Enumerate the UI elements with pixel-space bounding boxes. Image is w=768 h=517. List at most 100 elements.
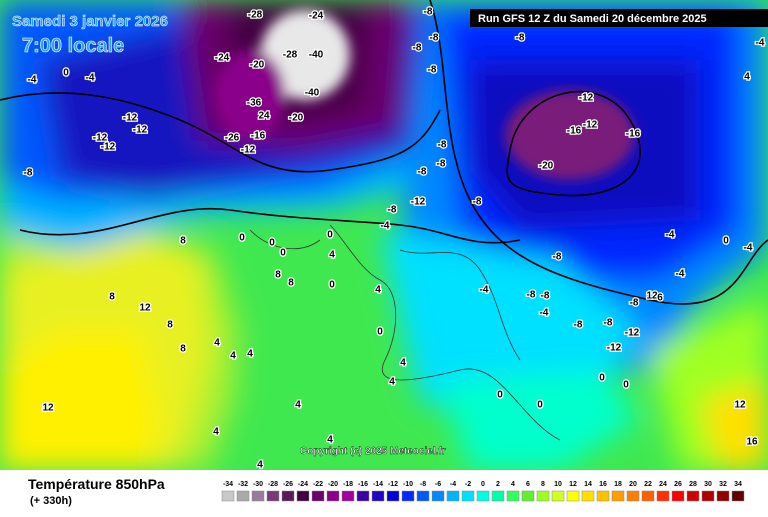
- legend-tick-label: 8: [541, 481, 545, 488]
- temperature-label: -8: [553, 252, 562, 263]
- legend-tick-label: -22: [313, 481, 323, 488]
- legend-tick-label: -4: [450, 481, 456, 488]
- temperature-label: 12: [139, 303, 151, 314]
- temperature-label: -8: [424, 7, 433, 18]
- legend-swatch: [476, 490, 490, 502]
- footer-title: Température 850hPa: [28, 476, 165, 492]
- temperature-label: -12: [625, 328, 640, 339]
- temperature-label: 8: [180, 344, 186, 355]
- legend-tick-label: -12: [388, 481, 398, 488]
- legend-swatch: [581, 490, 595, 502]
- legend-swatch: [671, 490, 685, 502]
- forecast-date: Samedi 3 janvier 2026: [12, 13, 168, 30]
- legend-tick-label: -14: [373, 481, 383, 488]
- legend-swatch: [266, 490, 280, 502]
- legend-tick-label: 20: [629, 481, 637, 488]
- legend-swatch: [701, 490, 715, 502]
- legend-swatch: [716, 490, 730, 502]
- legend-swatch: [416, 490, 430, 502]
- copyright: Copyright (c) 2025 Meteociel.fr: [300, 446, 446, 457]
- temperature-label: -12: [579, 93, 594, 104]
- temperature-label: -12: [411, 197, 426, 208]
- temperature-label: 0: [537, 400, 543, 411]
- legend-tick-label: 22: [644, 481, 652, 488]
- legend-tick-label: 24: [659, 481, 667, 488]
- legend-swatch: [611, 490, 625, 502]
- temperature-label: -8: [473, 197, 482, 208]
- temperature-label: 4: [295, 400, 301, 411]
- temperature-label: -4: [540, 308, 549, 319]
- temperature-label: 4: [257, 460, 263, 471]
- legend-swatch: [641, 490, 655, 502]
- legend-tick-label: 10: [554, 481, 562, 488]
- coastlines: [249, 224, 561, 441]
- legend-tick-label: -2: [465, 481, 471, 488]
- temperature-label: -16: [251, 131, 266, 142]
- legend-swatch: [221, 490, 235, 502]
- temperature-label: 4: [400, 358, 406, 369]
- temperature-label: 4: [214, 338, 220, 349]
- legend-tick-label: 6: [526, 481, 530, 488]
- temperature-label: 0: [497, 390, 503, 401]
- legend-swatch: [356, 490, 370, 502]
- footer-lead: (+ 330h): [30, 495, 72, 507]
- legend-tick-label: -10: [403, 481, 413, 488]
- temperature-label: -8: [574, 320, 583, 331]
- temperature-label: 8: [167, 320, 173, 331]
- temperature-label: 0: [280, 248, 286, 259]
- temperature-label: -16: [626, 129, 641, 140]
- legend-swatch: [551, 490, 565, 502]
- legend-tick-label: 4: [511, 481, 515, 488]
- legend-tick-label: 16: [599, 481, 607, 488]
- legend-tick-label: -30: [253, 481, 263, 488]
- legend-tick-label: 34: [734, 481, 742, 488]
- legend-swatch: [506, 490, 520, 502]
- legend-tick-label: -16: [358, 481, 368, 488]
- temperature-label: 8: [109, 292, 115, 303]
- temperature-label: 4: [247, 349, 253, 360]
- legend-swatch: [536, 490, 550, 502]
- temperature-label: -28: [283, 50, 298, 61]
- temperature-label: -26: [225, 133, 240, 144]
- forecast-time: 7:00 locale: [22, 35, 124, 57]
- temperature-label: -24: [215, 53, 230, 64]
- legend-swatch: [326, 490, 340, 502]
- temperature-label: -8: [630, 298, 639, 309]
- temperature-label: -4: [676, 269, 685, 280]
- temperature-label: -4: [28, 75, 37, 86]
- temperature-label: 8: [180, 236, 186, 247]
- temperature-label: 4: [327, 435, 333, 446]
- temperature-label: -8: [388, 205, 397, 216]
- temperature-label: 0: [327, 230, 333, 241]
- isotherms: [0, 0, 768, 305]
- temperature-label: 4: [744, 72, 750, 83]
- legend-tick-label: 18: [614, 481, 622, 488]
- temperature-label: -8: [418, 167, 427, 178]
- temperature-label: -8: [430, 33, 439, 44]
- legend-swatch: [371, 490, 385, 502]
- legend-tick-label: 2: [496, 481, 500, 488]
- temperature-label: 16: [746, 437, 758, 448]
- temperature-label: 0: [239, 233, 245, 244]
- legend-tick-label: -32: [238, 481, 248, 488]
- temperature-label: 12: [734, 400, 746, 411]
- legend-swatch: [236, 490, 250, 502]
- temperature-label: -12: [241, 145, 256, 156]
- temperature-label: 0: [377, 327, 383, 338]
- legend-swatch: [626, 490, 640, 502]
- legend-swatch: [566, 490, 580, 502]
- legend-swatch: [431, 490, 445, 502]
- legend-swatch: [491, 490, 505, 502]
- legend-tick-label: 14: [584, 481, 592, 488]
- temperature-label: 4: [375, 285, 381, 296]
- run-box: [470, 9, 768, 27]
- temperature-label: -12: [133, 125, 148, 136]
- run-info: Run GFS 12 Z du Samedi 20 décembre 2025: [478, 13, 707, 25]
- temperature-label: -8: [527, 290, 536, 301]
- temperature-label: 0: [329, 280, 335, 291]
- temperature-label: -12: [583, 120, 598, 131]
- temperature-label: -8: [438, 140, 447, 151]
- color-legend: -34 -32 -30 -28 -26 -24 -22 -20 -18 -16 -14 -12 -10-…: [221, 481, 745, 502]
